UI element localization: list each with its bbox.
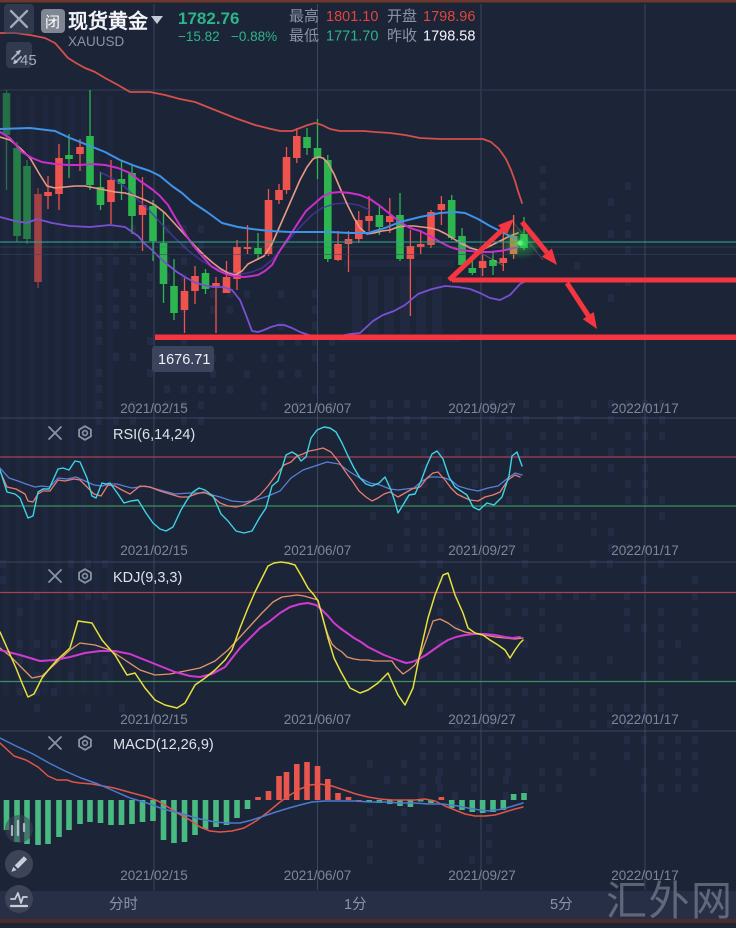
svg-text:2021/02/15: 2021/02/15 (120, 543, 188, 558)
svg-text:2022/01/17: 2022/01/17 (611, 868, 679, 883)
svg-text:汇外网: 汇外网 (606, 878, 734, 923)
svg-text:MACD(12,26,9): MACD(12,26,9) (113, 737, 214, 753)
svg-text:1798.58: 1798.58 (423, 29, 475, 45)
svg-text:2021/06/07: 2021/06/07 (284, 868, 352, 883)
svg-text:2021/06/07: 2021/06/07 (284, 401, 352, 416)
svg-text:1771.70: 1771.70 (326, 29, 378, 45)
svg-text:45: 45 (20, 52, 37, 69)
svg-text:XAUUSD: XAUUSD (68, 34, 125, 49)
svg-text:RSI(6,14,24): RSI(6,14,24) (113, 427, 195, 443)
svg-text:1798.96: 1798.96 (423, 9, 475, 25)
svg-text:5分: 5分 (550, 896, 573, 913)
svg-text:最高: 最高 (289, 8, 319, 25)
svg-text:KDJ(9,3,3): KDJ(9,3,3) (113, 570, 182, 586)
svg-text:2022/01/17: 2022/01/17 (611, 543, 679, 558)
svg-text:2021/02/15: 2021/02/15 (120, 868, 188, 883)
svg-text:−0.88%: −0.88% (231, 29, 277, 44)
svg-text:闭: 闭 (45, 14, 60, 31)
svg-text:2021/06/07: 2021/06/07 (284, 543, 352, 558)
svg-text:2021/09/27: 2021/09/27 (448, 868, 516, 883)
svg-text:−15.82: −15.82 (178, 29, 220, 44)
svg-text:现货黄金: 现货黄金 (68, 9, 149, 33)
svg-text:2021/06/07: 2021/06/07 (284, 712, 352, 727)
svg-text:2022/01/17: 2022/01/17 (611, 401, 679, 416)
svg-text:2021/09/27: 2021/09/27 (448, 543, 516, 558)
svg-text:1782.76: 1782.76 (178, 9, 239, 28)
svg-text:2022/01/17: 2022/01/17 (611, 712, 679, 727)
svg-text:1分: 1分 (344, 896, 367, 913)
svg-text:2021/09/27: 2021/09/27 (448, 401, 516, 416)
svg-text:2021/02/15: 2021/02/15 (120, 712, 188, 727)
svg-text:2021/02/15: 2021/02/15 (120, 401, 188, 416)
svg-text:2021/09/27: 2021/09/27 (448, 712, 516, 727)
svg-text:开盘: 开盘 (387, 7, 417, 25)
svg-text:1801.10: 1801.10 (326, 9, 378, 25)
svg-text:分时: 分时 (109, 896, 138, 913)
svg-text:最低: 最低 (289, 28, 319, 45)
svg-text:1676.71: 1676.71 (158, 352, 210, 368)
svg-text:昨收: 昨收 (387, 28, 417, 45)
